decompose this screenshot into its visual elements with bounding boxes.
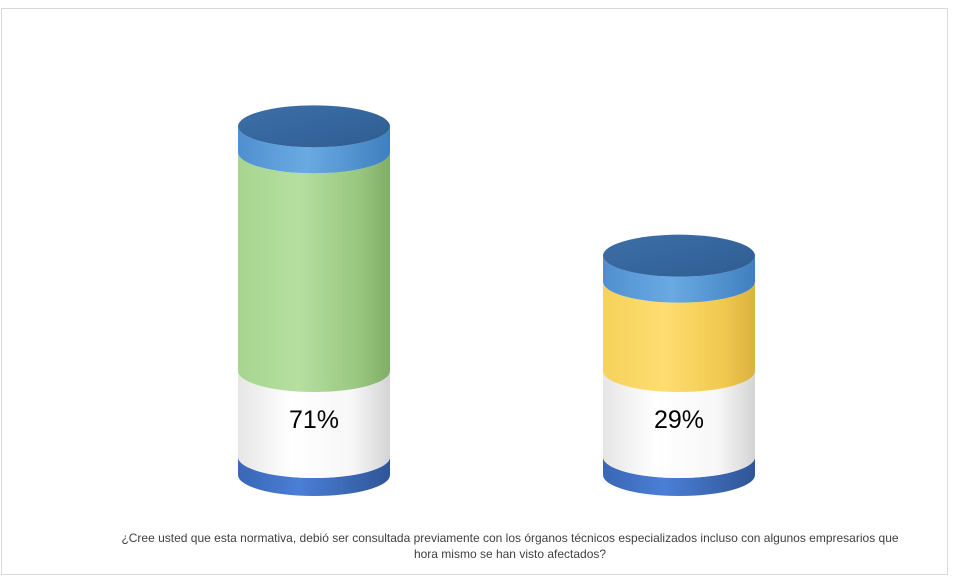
bar-label-band — [603, 371, 755, 478]
bar-cap-band — [603, 255, 755, 303]
bar-value-band — [603, 281, 755, 392]
data-label: 29% — [654, 406, 704, 434]
bar-base — [603, 457, 755, 496]
bar-top — [238, 105, 390, 148]
bar-2: 29% — [603, 234, 755, 496]
data-label: 71% — [289, 406, 339, 434]
bar-value-band — [238, 152, 390, 392]
bar-top — [603, 234, 755, 277]
x-axis-label: ¿Cree usted que esta normativa, debió se… — [121, 531, 899, 561]
bar-1: 71% — [238, 105, 390, 496]
bar-label-band — [238, 371, 390, 478]
chart-frame — [1, 8, 948, 575]
bar-base — [238, 457, 390, 496]
bars-layer: 71% 29% — [238, 105, 755, 496]
bar-cap-band — [238, 126, 390, 174]
